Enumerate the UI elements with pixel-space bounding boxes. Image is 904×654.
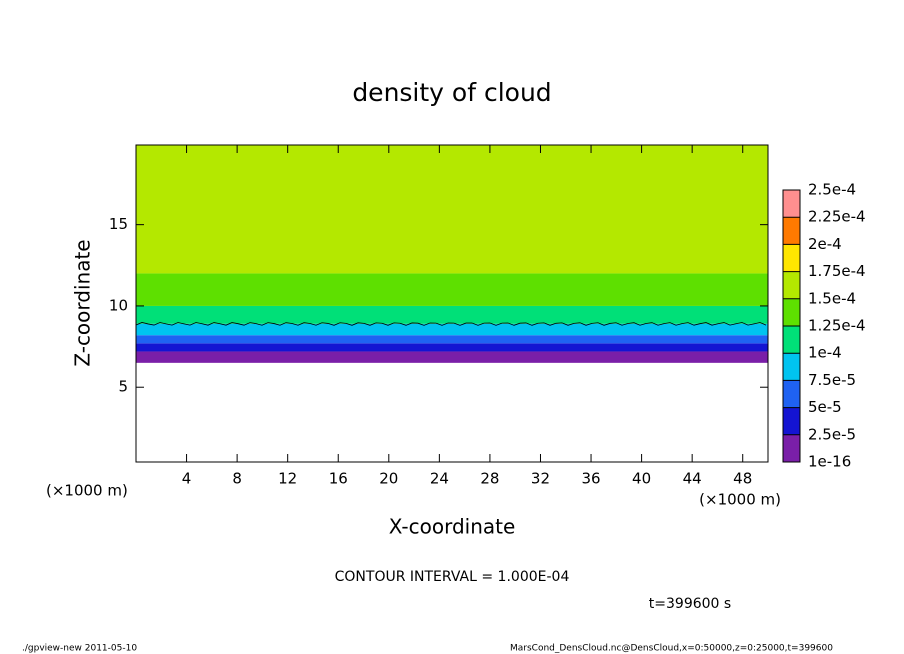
colorbar-label: 1.25e-4 [808,317,866,335]
colorbar-band [783,244,800,272]
colorbar-label: 1e-4 [808,344,842,362]
x-tick-label: 4 [182,470,192,488]
colorbar-band [783,326,800,354]
colorbar-band [783,407,800,435]
contour-interval: CONTOUR INTERVAL = 1.000E-04 [335,569,570,585]
x-axis-label: X-coordinate [389,515,516,539]
colorbar-band [783,434,800,462]
field-band [136,343,768,352]
x-tick-label: 44 [683,470,702,488]
colorbar-band [783,380,800,408]
contour-line [135,322,767,326]
colorbar-band [783,217,800,245]
field-band [136,323,768,336]
y-tick-label: 10 [109,296,128,314]
x-tick-label: 36 [581,470,600,488]
x-tick-label: 32 [531,470,550,488]
field-band [136,145,768,274]
colorbar-label: 5e-5 [808,398,842,416]
x-tick-label: 48 [733,470,752,488]
time-label: t=399600 s [649,596,731,612]
chart-title: density of cloud [352,78,551,107]
field-band [136,351,768,363]
x-tick-label: 24 [430,470,449,488]
colorbar-band [783,353,800,381]
colorbar-label: 2.5e-4 [808,181,856,199]
x-tick-label: 28 [480,470,499,488]
colorbar-label: 1.75e-4 [808,262,866,280]
colorbar-band [783,298,800,326]
x-tick-label: 40 [632,470,651,488]
x-tick-label: 8 [232,470,242,488]
x-tick-label: 16 [329,470,348,488]
colorbar-band [783,190,800,218]
footer-right: MarsCond_DensCloud.nc@DensCloud,x=0:5000… [510,644,833,654]
x-tick-label: 20 [379,470,398,488]
colorbar-label: 2.25e-4 [808,208,866,226]
field-band [136,273,768,306]
colorbar-label: 7.5e-5 [808,371,856,389]
field-band [136,335,768,344]
x-unit-right: (×1000 m) [699,491,781,509]
colorbar-label: 2.5e-5 [808,425,856,443]
colorbar-label: 1.5e-4 [808,289,856,307]
y-axis-label: Z-coordinate [71,239,95,366]
field-band [136,305,768,324]
colorbar-label: 2e-4 [808,235,842,253]
colorbar-band [783,271,800,299]
colorbar-label: 1e-16 [808,453,851,471]
x-tick-label: 12 [278,470,297,488]
plot-frame [135,144,769,463]
y-tick-label: 15 [109,215,128,233]
y-tick-label: 5 [118,378,128,396]
x-unit-left: (×1000 m) [46,482,128,500]
footer-left: ./gpview-new 2011-05-10 [22,644,137,654]
